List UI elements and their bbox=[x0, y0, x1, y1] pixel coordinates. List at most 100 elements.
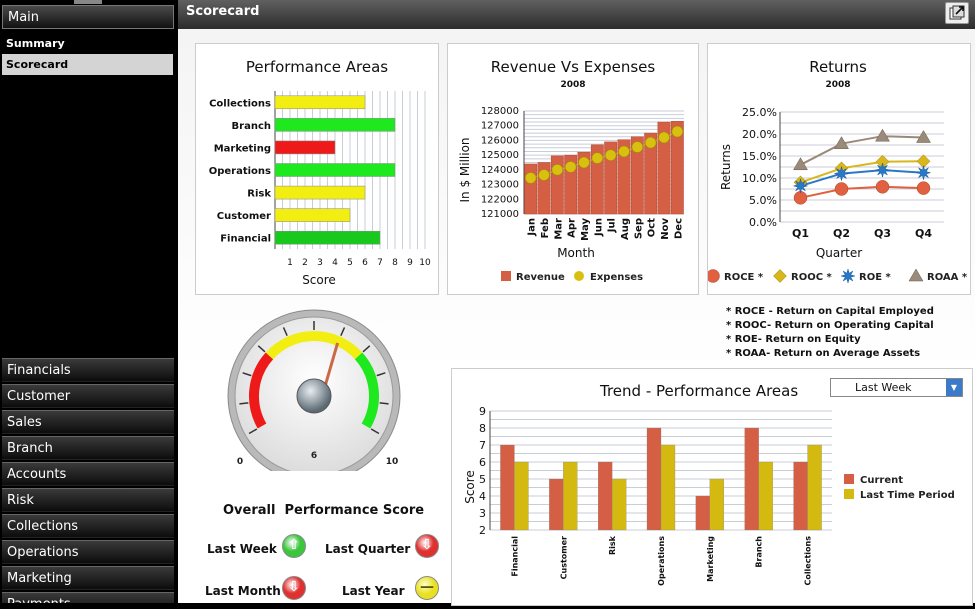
ret-category-q2: Q2 bbox=[833, 227, 850, 240]
ret-point-roe-q4 bbox=[915, 164, 932, 181]
revenue-y-label: In $ Million bbox=[458, 137, 472, 202]
ret-y-tick: 0.0% bbox=[749, 216, 777, 229]
nav-section-sales[interactable]: Sales bbox=[2, 410, 174, 434]
performance-x-label: Score bbox=[302, 273, 336, 287]
ret-line-rooc bbox=[800, 160, 924, 184]
returns-chart: Returns 2008 0.0% 5.0% 10.0% 15.0% 20.0% 25.0… bbox=[706, 58, 968, 284]
ret-point-roe-q1 bbox=[792, 177, 809, 194]
gauge-tick bbox=[340, 327, 346, 337]
trend-category-operations: Operations bbox=[657, 536, 666, 586]
gauge-tick bbox=[370, 428, 380, 435]
perf-x-tick: 6 bbox=[362, 258, 368, 268]
trend-bar-last-time-period-risk bbox=[611, 478, 627, 531]
ret-y-tick: 15.0% bbox=[742, 150, 777, 163]
rev-category-sep: Sep bbox=[633, 218, 644, 239]
trend-bar-current-operations bbox=[646, 427, 662, 531]
perf-category-risk: Risk bbox=[247, 189, 271, 200]
trend-y-tick: 9 bbox=[479, 405, 486, 418]
nav-section-collections[interactable]: Collections bbox=[2, 514, 174, 538]
page-header: Scorecard bbox=[178, 0, 975, 29]
returns-panel: Returns 2008 0.0% 5.0% 10.0% 15.0% 20.0% 25.0… bbox=[706, 43, 971, 295]
export-icon bbox=[949, 5, 965, 20]
expenses-point-may bbox=[578, 156, 590, 169]
perf-bar-operations bbox=[274, 163, 396, 177]
sidebar-grip[interactable] bbox=[74, 0, 102, 4]
legend-roce-label: ROCE * bbox=[724, 272, 764, 283]
rev-bar-oct bbox=[644, 132, 658, 215]
nav-section-marketing[interactable]: Marketing bbox=[2, 566, 174, 590]
expenses-point-apr bbox=[564, 161, 577, 173]
ret-point-roe-q3 bbox=[874, 162, 891, 179]
nav-section-accounts[interactable]: Accounts bbox=[2, 462, 174, 486]
gauge-tick bbox=[376, 372, 386, 377]
perf-category-financial: Financial bbox=[220, 234, 271, 245]
revenue-chart-subtitle: 2008 bbox=[560, 80, 585, 90]
nav-item-summary[interactable]: Summary bbox=[6, 37, 65, 50]
expenses-point-mar bbox=[551, 164, 564, 176]
ret-point-roaa-q2 bbox=[834, 136, 849, 149]
gauge-value-label: 6 bbox=[311, 451, 317, 461]
gauge-tick bbox=[239, 402, 249, 405]
nav-section-risk[interactable]: Risk bbox=[2, 488, 174, 512]
expenses-point-oct bbox=[644, 136, 657, 149]
trend-y-tick: 7 bbox=[479, 439, 486, 452]
trend-category-branch: Branch bbox=[755, 536, 764, 568]
rev-y-tick: 122000 bbox=[481, 194, 519, 205]
trend-y-label: Score bbox=[463, 470, 477, 504]
rev-category-feb: Feb bbox=[540, 218, 551, 238]
ret-category-q3: Q3 bbox=[874, 227, 891, 240]
last-month-label: Last Month bbox=[205, 584, 281, 598]
legend-last-period-swatch bbox=[844, 489, 854, 499]
expenses-point-jan bbox=[524, 172, 537, 184]
rev-y-tick: 125000 bbox=[481, 150, 519, 161]
nav-main-header[interactable]: Main bbox=[2, 5, 174, 29]
revenue-x-label: Month bbox=[557, 246, 595, 260]
legend-roaa-marker bbox=[908, 268, 924, 282]
trend-bar-last-time-period-operations bbox=[660, 444, 676, 531]
ret-y-tick: 5.0% bbox=[749, 194, 777, 207]
trend-y-tick: 2 bbox=[479, 524, 486, 537]
last-week-up-arrow-icon: ⇧ bbox=[282, 534, 306, 558]
gauge-tick bbox=[362, 345, 371, 353]
gauge-band-yellow bbox=[265, 331, 363, 360]
nav-item-scorecard[interactable]: Scorecard bbox=[2, 54, 173, 75]
rev-category-nov: Nov bbox=[660, 218, 671, 240]
ret-y-tick: 25.0% bbox=[742, 106, 777, 119]
perf-category-operations: Operations bbox=[209, 166, 271, 177]
nav-section-branch[interactable]: Branch bbox=[2, 436, 174, 460]
rev-category-jun: Jun bbox=[593, 218, 604, 237]
rev-y-tick: 124000 bbox=[481, 165, 519, 176]
period-dropdown[interactable]: Last Week ▼ bbox=[830, 378, 963, 397]
trend-bar-current-risk bbox=[597, 461, 613, 531]
trend-bar-current-financial bbox=[500, 444, 515, 531]
nav-section-payments[interactable]: Payments bbox=[2, 592, 174, 603]
trend-bar-current-customer bbox=[549, 478, 564, 531]
perf-category-branch: Branch bbox=[232, 121, 271, 132]
ret-point-roe-q2 bbox=[833, 165, 850, 182]
ret-category-q4: Q4 bbox=[915, 227, 932, 240]
nav-section-customer[interactable]: Customer bbox=[2, 384, 174, 408]
legend-expenses-marker bbox=[574, 271, 584, 281]
page-title: Scorecard bbox=[186, 4, 260, 19]
trend-panel: Trend - Performance Areas 2 3 4 5 6 7 8 9 Finan… bbox=[451, 368, 973, 606]
rev-category-jul: Jul bbox=[607, 218, 618, 233]
returns-x-label: Quarter bbox=[816, 246, 862, 260]
rev-category-oct: Oct bbox=[647, 218, 658, 237]
note-roaa: * ROAA- Return on Average Assets bbox=[726, 348, 921, 359]
trend-category-customer: Customer bbox=[559, 536, 568, 579]
trend-y-tick: 4 bbox=[479, 490, 486, 503]
dropdown-arrow-icon[interactable]: ▼ bbox=[946, 379, 962, 396]
rev-category-apr: Apr bbox=[567, 218, 578, 238]
legend-roe-label: ROE * bbox=[859, 272, 892, 283]
nav-section-operations[interactable]: Operations bbox=[2, 540, 174, 564]
rev-category-aug: Aug bbox=[620, 218, 631, 240]
nav-section-financials[interactable]: Financials bbox=[2, 358, 174, 382]
rev-bar-dec bbox=[670, 121, 684, 215]
expenses-point-aug bbox=[618, 145, 630, 158]
ret-category-q1: Q1 bbox=[792, 227, 809, 240]
export-button[interactable] bbox=[945, 2, 969, 24]
trend-bar-last-time-period-collections bbox=[807, 444, 822, 531]
trend-chart-title: Trend - Performance Areas bbox=[599, 382, 798, 400]
trend-bar-last-time-period-financial bbox=[514, 461, 529, 531]
perf-bar-marketing bbox=[274, 140, 336, 155]
